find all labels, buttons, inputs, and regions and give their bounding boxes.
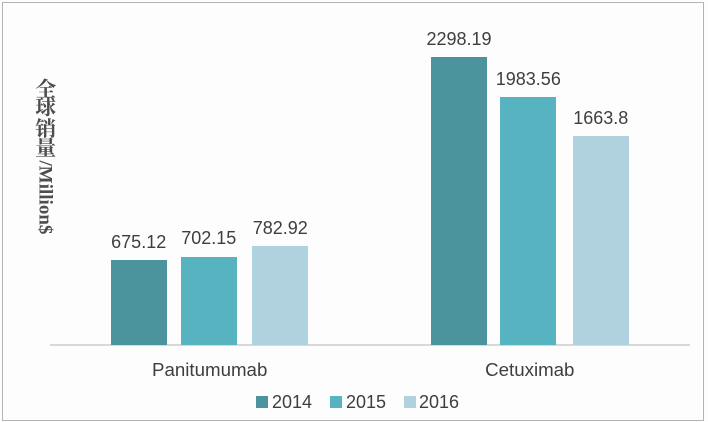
svg-text:/Million$: /Million$	[35, 160, 56, 235]
